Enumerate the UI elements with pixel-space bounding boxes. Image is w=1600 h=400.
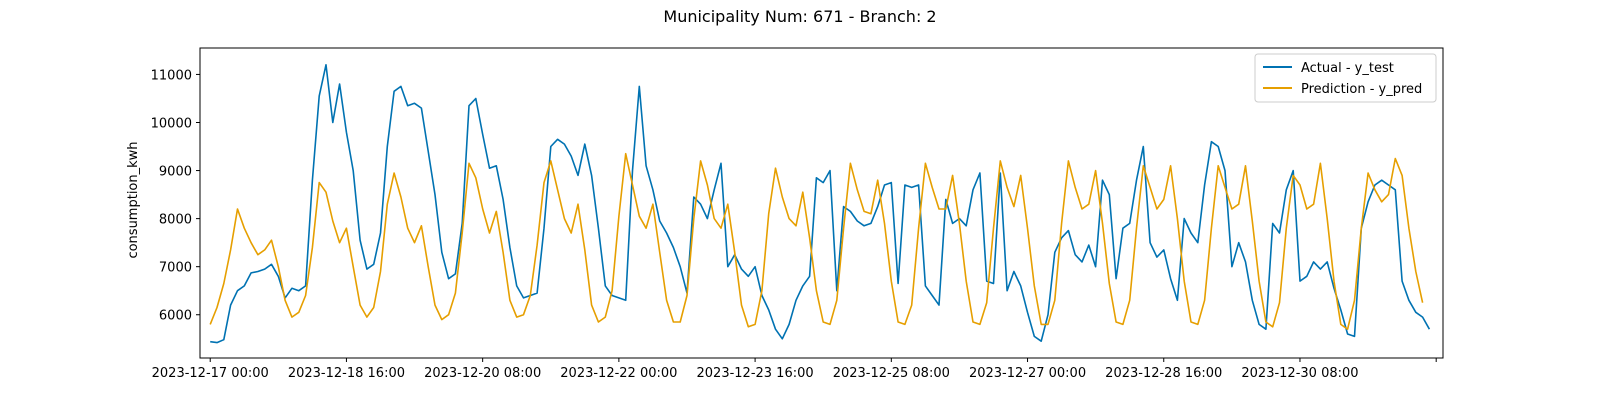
legend: Actual - y_test Prediction - y_pred: [1254, 53, 1437, 103]
series-line-actual: [210, 64, 1431, 344]
legend-label-prediction: Prediction - y_pred: [1301, 82, 1422, 97]
x-tick-label: 2023-12-30 08:00: [1241, 366, 1358, 381]
y-tick-label: 10000: [151, 116, 192, 131]
legend-frame: [1254, 53, 1437, 103]
x-tick-label: 2023-12-20 08:00: [424, 366, 541, 381]
x-axis: 2023-12-17 00:00 2023-12-18 16:00 2023-12-…: [152, 358, 1437, 381]
chart-title: Municipality Num: 671 - Branch: 2: [663, 7, 936, 26]
x-tick-label: 2023-12-23 16:00: [697, 366, 814, 381]
x-tick-label: 2023-12-17 00:00: [152, 366, 269, 381]
y-tick-label: 6000: [159, 309, 192, 324]
y-axis: 6000 7000 8000 9000 10000 11000: [151, 68, 200, 324]
x-tick-label: 2023-12-25 08:00: [833, 366, 950, 381]
x-tick-label: 2023-12-22 00:00: [560, 366, 677, 381]
y-tick-label: 8000: [159, 213, 192, 228]
x-tick-label: 2023-12-27 00:00: [969, 366, 1086, 381]
y-axis-label: consumption_kwh: [126, 141, 141, 258]
plot-frame: [199, 47, 1444, 359]
series-layer: [209, 64, 1431, 344]
y-tick-label: 9000: [159, 165, 192, 180]
legend-label-actual: Actual - y_test: [1301, 61, 1394, 76]
x-tick-label: 2023-12-28 16:00: [1105, 366, 1222, 381]
y-tick-label: 11000: [151, 68, 192, 83]
series-line-prediction: [209, 152, 1424, 330]
x-tick-label: 2023-12-18 16:00: [288, 366, 405, 381]
y-tick-label: 7000: [159, 261, 192, 276]
